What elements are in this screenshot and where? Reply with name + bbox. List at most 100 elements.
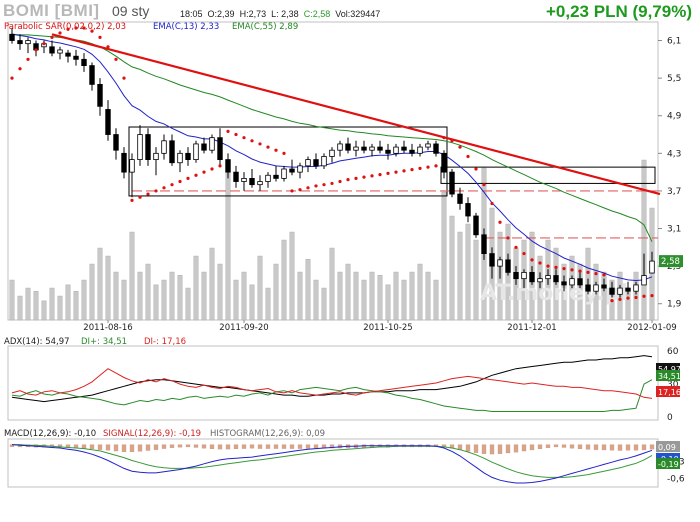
sar-dot (394, 170, 398, 174)
volume-bar (473, 239, 479, 321)
candle-body (297, 165, 303, 173)
sar-dot (50, 35, 54, 40)
histogram-bar (297, 444, 303, 449)
time-value: 18:05 (180, 9, 203, 19)
candle-body (577, 278, 583, 286)
candle-body (193, 143, 199, 161)
price-ytick-label: 4,9 (667, 112, 682, 122)
volume-bar (257, 255, 263, 321)
sar-legend: Parabolic SAR(0,02,0,2) 2,03 (4, 22, 126, 32)
volume-bar (561, 263, 567, 321)
consolidation-box (440, 166, 656, 184)
histogram-bar (97, 444, 103, 450)
sar-dot (298, 188, 302, 192)
histogram-bar (313, 444, 319, 449)
candle-body (521, 271, 527, 280)
candle-body (425, 143, 431, 148)
adx-series-adx (11, 355, 653, 403)
candle-body (457, 193, 463, 204)
candle-body (545, 275, 551, 280)
volume-bar (281, 239, 287, 321)
sar-dot (290, 189, 294, 193)
histogram-bar (521, 444, 527, 452)
candle-body (337, 143, 343, 151)
sar-dot (274, 148, 278, 152)
sar-dot (586, 270, 590, 274)
histogram-bar (497, 444, 503, 454)
sar-dot (82, 26, 86, 30)
sar-dot (522, 252, 526, 256)
sar-dot (282, 151, 286, 155)
histogram-bar (241, 444, 247, 449)
adx-ytick-label: 60 (667, 347, 679, 357)
histogram-bar (225, 444, 231, 450)
volume-bar (361, 279, 367, 321)
sar-dot (570, 268, 574, 272)
histogram-bar (593, 444, 599, 450)
consolidation-box (128, 126, 448, 197)
volume-bar (97, 247, 103, 321)
last-price-box (659, 255, 683, 268)
histogram-bar (633, 444, 639, 451)
histogram-bar (169, 444, 175, 448)
candle-body (633, 284, 639, 292)
candle-body (553, 275, 559, 283)
sar-dot (594, 272, 598, 276)
sar-dot (530, 258, 534, 262)
adx-value-label: 34,51 (658, 372, 681, 381)
sar-dot (650, 293, 654, 298)
sar-dot (546, 264, 550, 268)
histogram-legend: HISTOGRAM(12,26,9): 0,09 (210, 429, 325, 439)
adx-value-box (656, 370, 680, 381)
sar-dot (210, 167, 214, 171)
candle-body (361, 146, 367, 151)
candle-body (321, 156, 327, 167)
sar-dot (602, 273, 606, 277)
candle-body (305, 159, 311, 167)
volume-bar (105, 255, 111, 321)
candle-body (81, 58, 87, 66)
volume-bar (321, 287, 327, 321)
candle-body (465, 203, 471, 217)
macd-value-label: 0,09 (658, 443, 676, 452)
sar-dot (362, 175, 366, 179)
volume-bar (297, 271, 303, 321)
sar-dot (490, 201, 494, 206)
sar-dot (122, 76, 126, 80)
histogram-bar (273, 444, 279, 449)
histogram-bar (209, 444, 215, 449)
sar-dot (482, 183, 486, 187)
volume-bar (377, 275, 383, 321)
histogram-bar (625, 444, 631, 451)
volume-bar (201, 271, 207, 321)
histogram-bar (465, 444, 471, 452)
sar-dot (410, 168, 414, 172)
volume-bar (209, 247, 215, 321)
volume-bar (217, 263, 223, 321)
sar-dot (202, 170, 206, 174)
adx-value-box (656, 363, 680, 374)
volume-bar (417, 263, 423, 321)
sar-dot (458, 145, 462, 149)
sar-dot (562, 267, 566, 271)
open-value: O:2,39 (207, 9, 235, 19)
date-tick-label: 2012-01-09 (627, 323, 676, 333)
ema55-legend: EMA(C,55) 2,89 (232, 22, 298, 32)
adx-title: ADX(14): 54,97 (4, 337, 70, 347)
candle-body (489, 253, 495, 267)
candle-body (49, 46, 55, 54)
candle-body (249, 177, 255, 186)
date-tick-label: 2011-10-25 (363, 323, 412, 333)
volume-bar (241, 271, 247, 321)
volume-bar (369, 271, 375, 321)
volume-bar (433, 279, 439, 321)
macd-value-box (656, 458, 680, 469)
volume-bar (289, 231, 295, 321)
histogram-bar (281, 444, 287, 449)
ema55-line (11, 33, 653, 242)
candle-body (609, 287, 615, 295)
volume-bar (177, 275, 183, 321)
volume-bar (353, 271, 359, 321)
candle-body (417, 146, 423, 154)
